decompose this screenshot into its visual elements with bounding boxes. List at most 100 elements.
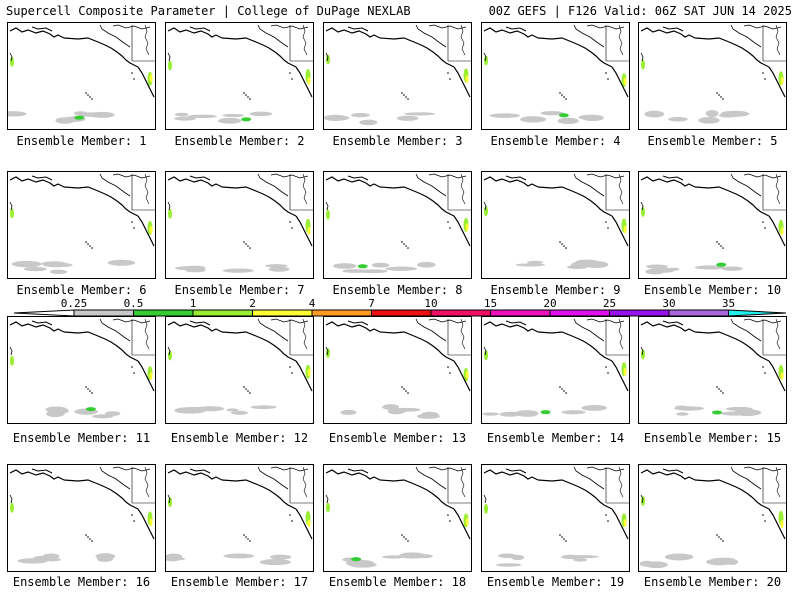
island xyxy=(247,390,249,392)
island xyxy=(243,241,245,243)
coastline xyxy=(221,186,297,217)
parameter-shading xyxy=(698,116,720,124)
parameter-shading xyxy=(357,264,368,269)
ensemble-map-panel xyxy=(481,22,630,130)
coastline xyxy=(63,37,139,68)
colorbar-segment xyxy=(311,309,372,317)
coastline xyxy=(99,173,131,197)
coastline xyxy=(347,26,369,32)
parameter-shading xyxy=(668,116,688,122)
parameter-shading xyxy=(74,115,85,120)
colorbar-tick-label: 2 xyxy=(249,298,256,310)
colorbar-tick-label: 25 xyxy=(603,298,616,310)
coastline xyxy=(325,494,329,504)
parameter-shading xyxy=(381,555,405,559)
island xyxy=(607,78,609,80)
parameter-shading xyxy=(149,371,153,380)
parameter-shading xyxy=(241,117,252,122)
parameter-shading xyxy=(641,349,645,360)
coastline xyxy=(505,175,527,181)
ensemble-map xyxy=(167,173,313,273)
colorbar-segment xyxy=(609,309,670,317)
parameter-shading xyxy=(23,266,47,272)
parameter-shading xyxy=(465,75,469,84)
parameter-shading xyxy=(307,226,311,235)
coastline xyxy=(31,175,53,181)
coastline xyxy=(743,24,782,30)
coastline xyxy=(730,173,762,197)
coastline xyxy=(270,466,309,472)
island xyxy=(607,227,609,229)
island xyxy=(245,536,247,538)
coastline xyxy=(460,173,466,205)
parameter-shading xyxy=(326,209,330,220)
coastline xyxy=(302,173,308,205)
ensemble-map xyxy=(325,318,471,419)
parameter-shading xyxy=(187,114,218,119)
coastline xyxy=(137,215,155,247)
parameter-shading xyxy=(653,267,676,273)
coastline xyxy=(537,37,613,68)
island xyxy=(91,540,93,542)
parameter-shading xyxy=(324,115,350,121)
island xyxy=(449,227,451,229)
coastline xyxy=(144,173,150,205)
coastline xyxy=(483,321,539,333)
colorbar-tick-label: 0.25 xyxy=(61,298,88,310)
island xyxy=(89,538,91,540)
parameter-shading xyxy=(218,117,242,124)
parameter-shading xyxy=(231,410,248,415)
island xyxy=(407,247,409,249)
island xyxy=(249,392,251,394)
island xyxy=(289,221,291,223)
coastline xyxy=(483,27,539,39)
ensemble-map xyxy=(640,24,786,124)
colorbar-segment xyxy=(490,309,551,317)
coastline xyxy=(618,318,624,350)
coastline xyxy=(586,173,625,179)
coastline xyxy=(325,346,329,356)
ensemble-map xyxy=(639,466,786,569)
ensemble-map xyxy=(482,318,629,417)
coastline xyxy=(537,331,613,362)
parameter-shading xyxy=(558,113,569,118)
coastline xyxy=(144,318,150,350)
parameter-shading xyxy=(183,406,203,411)
island xyxy=(245,243,247,245)
island xyxy=(403,536,405,538)
coastline xyxy=(775,466,781,498)
coastline xyxy=(743,466,782,472)
parameter-shading xyxy=(578,114,604,120)
coastline xyxy=(611,215,629,247)
coastline xyxy=(483,346,487,356)
parameter-shading xyxy=(561,410,586,415)
island xyxy=(89,96,91,98)
coastline xyxy=(31,26,53,32)
island xyxy=(249,98,251,100)
parameter-shading xyxy=(259,559,292,566)
parameter-shading xyxy=(348,561,377,568)
coastline xyxy=(694,37,770,68)
parameter-shading xyxy=(226,408,239,412)
parameter-shading xyxy=(623,77,627,86)
coastline xyxy=(586,318,625,324)
coastline xyxy=(295,360,313,392)
island xyxy=(243,386,245,388)
color-scale-legend: 0.25 0.5 1 2 4 7 10 15 20 25 30 35 xyxy=(13,298,787,317)
island xyxy=(561,243,563,245)
coastline xyxy=(270,24,309,30)
parameter-shading xyxy=(149,225,153,234)
colorbar-segment xyxy=(192,309,253,317)
parameter-shading xyxy=(174,116,196,121)
island xyxy=(87,243,89,245)
coastline xyxy=(379,331,455,362)
island xyxy=(561,536,563,538)
island xyxy=(85,92,87,94)
island xyxy=(85,534,87,536)
coastline xyxy=(460,466,466,498)
parameter-shading xyxy=(641,496,645,507)
coastline xyxy=(694,479,770,510)
parameter-shading xyxy=(623,518,627,527)
parameter-shading xyxy=(8,111,27,117)
island xyxy=(403,94,405,96)
